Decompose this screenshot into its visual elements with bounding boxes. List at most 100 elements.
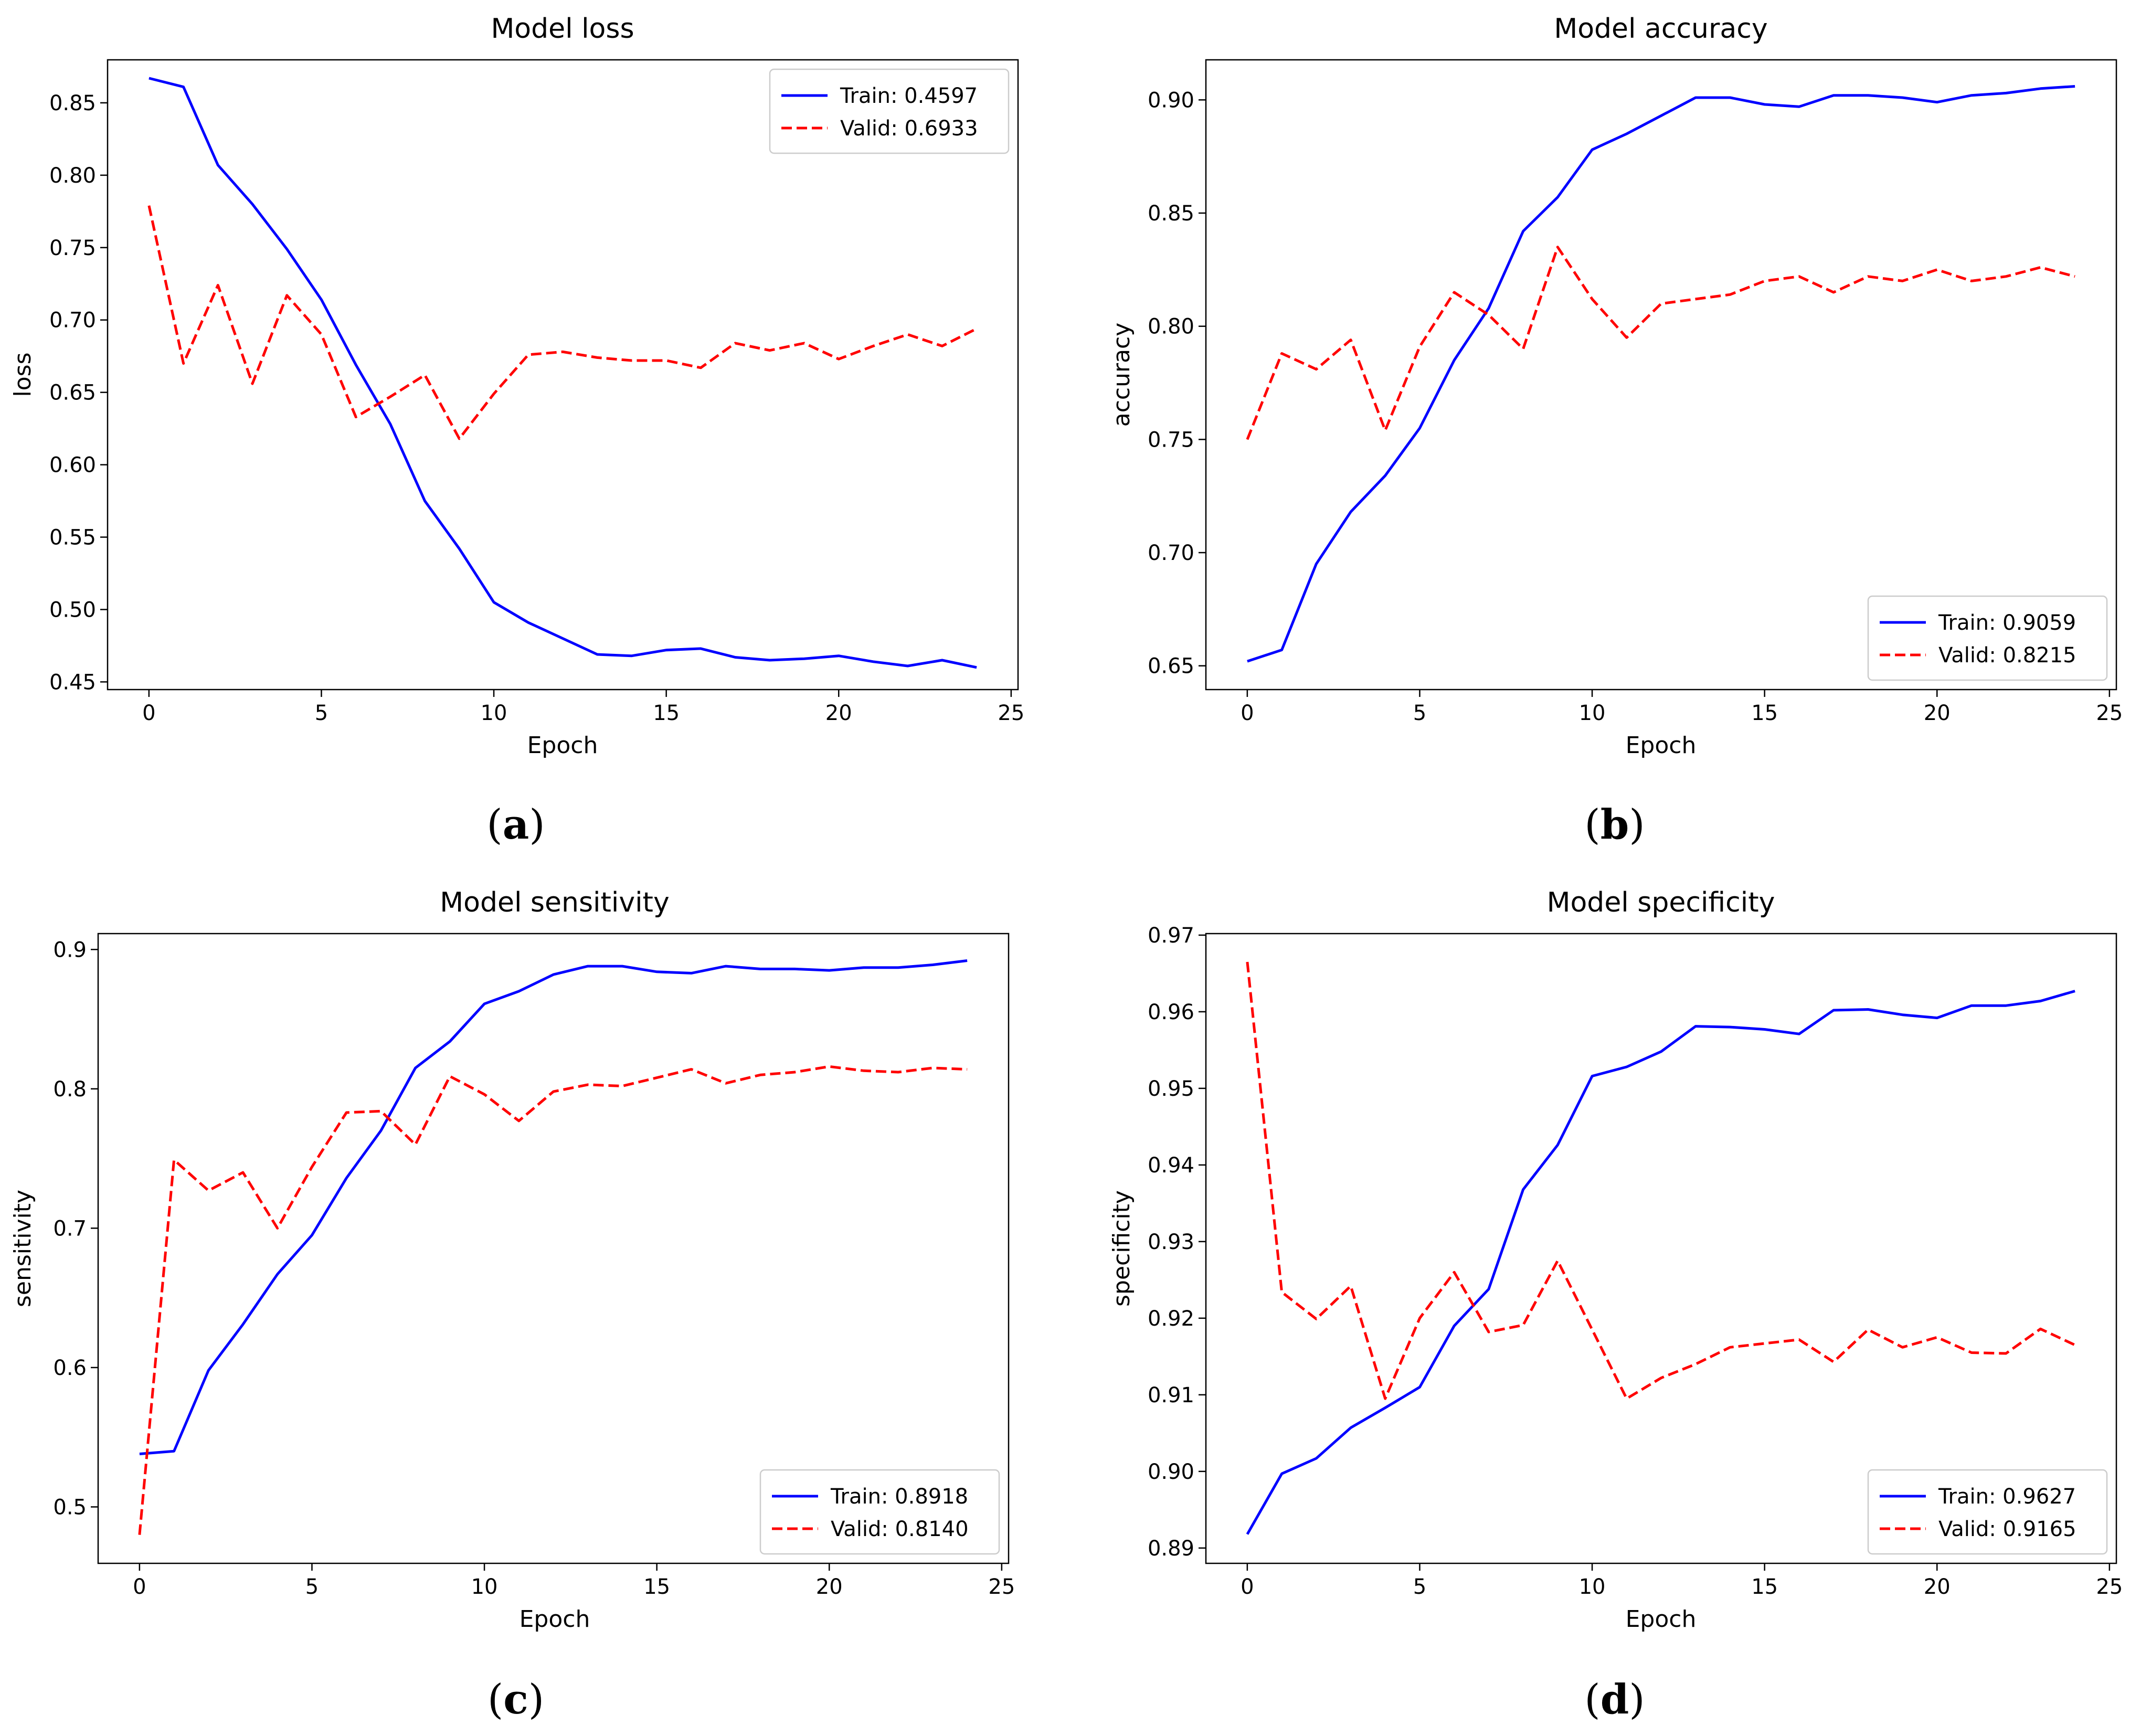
x-tick-label-a-1: 5 [315, 701, 328, 725]
series-line-c-train [139, 959, 968, 1455]
y-tick-label-a-8: 0.85 [49, 91, 96, 115]
y-tick-label-d-8: 0.97 [1148, 924, 1194, 948]
legend-d: Train: 0.9627 Valid: 0.9165 [1867, 1469, 2108, 1555]
y-tick-label-c-4: 0.9 [53, 938, 87, 962]
legend-b: Train: 0.9059 Valid: 0.8215 [1867, 595, 2108, 681]
legend-a: Train: 0.4597 Valid: 0.6933 [769, 68, 1010, 154]
chart-panel-b: Model accuracy 0 5 10 15 20 25 0.65 0.70 0.75 0.8… [1108, 13, 2123, 849]
legend-box-b [1867, 595, 2108, 681]
legend-c: Train: 0.8918 Valid: 0.8140 [759, 1469, 1000, 1555]
panel-letter-c: c [503, 1676, 528, 1723]
y-tick-label-a-4: 0.65 [49, 381, 96, 405]
x-tick-label-c-2: 10 [471, 1575, 498, 1599]
x-tick-label-a-5: 25 [998, 701, 1024, 725]
y-tick-label-a-5: 0.70 [49, 309, 96, 333]
y-tick-label-b-2: 0.75 [1148, 428, 1194, 452]
series-line-c-valid [138, 1065, 968, 1535]
panel-letter-b: b [1601, 801, 1629, 849]
y-tick-label-b-0: 0.65 [1148, 654, 1194, 679]
chart-marks-d: 0 5 10 15 20 25 0.89 0.90 0.91 0.92 0.93 0.94 0.95 0.… [1148, 924, 2123, 1599]
y-tick-label-a-3: 0.60 [49, 453, 96, 478]
y-tick-label-d-2: 0.91 [1148, 1383, 1194, 1407]
chart-marks-b: 0 5 10 15 20 25 0.65 0.70 0.75 0.80 0.85 0.90 [1148, 85, 2123, 725]
legend-label-c-train: Train: 0.8918 [830, 1485, 968, 1509]
x-tick-label-a-4: 20 [825, 701, 852, 725]
y-tick-label-d-3: 0.92 [1148, 1307, 1194, 1331]
chart-title-d: Model specificity [1547, 887, 1775, 918]
y-tick-label-d-0: 0.89 [1148, 1537, 1194, 1561]
x-tick-label-c-0: 0 [133, 1575, 146, 1599]
x-tick-label-d-4: 20 [1924, 1575, 1951, 1599]
x-tick-label-d-1: 5 [1413, 1575, 1426, 1599]
y-tick-label-a-7: 0.80 [49, 164, 96, 188]
y-tick-label-d-1: 0.90 [1148, 1460, 1194, 1484]
chart-title-b: Model accuracy [1554, 13, 1767, 45]
x-tick-label-d-3: 15 [1751, 1575, 1778, 1599]
y-tick-label-d-4: 0.93 [1148, 1230, 1194, 1254]
y-tick-label-d-5: 0.94 [1148, 1153, 1194, 1178]
x-tick-label-b-2: 10 [1579, 701, 1606, 725]
plot-c: 0 5 10 15 20 25 0.5 0.6 0.7 0.8 0.9 Train: 0.8918 V… [53, 933, 1015, 1599]
plot-b: 0 5 10 15 20 25 0.65 0.70 0.75 0.80 0.85 0.90 Train… [1148, 59, 2123, 725]
chart-title-c: Model sensitivity [440, 887, 669, 918]
plot-d: 0 5 10 15 20 25 0.89 0.90 0.91 0.92 0.93 0.94 0.95 0.… [1148, 924, 2123, 1599]
panel-label-b: (b) [1584, 801, 1645, 849]
series-line-b-train [1247, 85, 2075, 663]
y-tick-label-b-4: 0.85 [1148, 202, 1194, 226]
x-tick-label-c-3: 15 [643, 1575, 670, 1599]
y-tick-label-c-3: 0.8 [53, 1077, 87, 1102]
y-axis-label-a: loss [9, 353, 36, 397]
y-tick-label-b-5: 0.90 [1148, 88, 1194, 112]
legend-box-c [759, 1469, 1000, 1555]
legend-label-a-train: Train: 0.4597 [840, 84, 978, 108]
series-line-a-train [149, 77, 977, 669]
x-tick-label-d-5: 25 [2096, 1575, 2123, 1599]
y-axis-label-b: accuracy [1108, 323, 1135, 427]
plot-frame-a [107, 59, 1019, 691]
series-line-b-valid [1246, 246, 2075, 440]
plot-frame-d [1205, 933, 2117, 1564]
chart-marks-a: 0 5 10 15 20 25 0.45 0.50 0.55 0.60 0.65 0.70 0.75 0.… [49, 77, 1024, 725]
y-tick-label-b-1: 0.70 [1148, 541, 1194, 565]
chart-panel-c: Model sensitivity 0 5 10 15 20 25 0.5 0.6 0.7 0.8… [9, 887, 1015, 1723]
x-axis-label-a: Epoch [527, 732, 598, 759]
y-tick-label-c-0: 0.5 [53, 1495, 87, 1519]
y-tick-label-a-2: 0.55 [49, 526, 96, 550]
y-axis-label-c: sensitivity [9, 1190, 36, 1307]
x-axis-label-c: Epoch [520, 1606, 590, 1633]
chart-panel-a: Model loss 0 5 10 15 20 25 0.45 0.50 0.55 0.60 0.6… [9, 13, 1024, 849]
plot-frame-c [97, 933, 1010, 1564]
series-line-a-valid [147, 205, 978, 440]
y-tick-label-c-1: 0.6 [53, 1356, 87, 1380]
x-tick-label-b-3: 15 [1751, 701, 1778, 725]
legend-label-b-train: Train: 0.9059 [1938, 611, 2076, 635]
panel-letter-a: a [503, 801, 529, 849]
chart-panel-d: Model specificity 0 5 10 15 20 25 0.89 0.90 0.91… [1108, 887, 2123, 1723]
panel-label-d: (d) [1584, 1676, 1645, 1723]
y-tick-label-a-1: 0.50 [49, 598, 96, 622]
panel-label-a: (a) [486, 801, 545, 849]
x-tick-label-c-4: 20 [816, 1575, 843, 1599]
x-tick-label-a-0: 0 [142, 701, 155, 725]
legend-label-d-valid: Valid: 0.9165 [1938, 1517, 2076, 1541]
x-axis-label-b: Epoch [1626, 732, 1697, 759]
y-tick-label-b-3: 0.80 [1148, 315, 1194, 339]
x-tick-label-a-2: 10 [481, 701, 507, 725]
chart-title-a: Model loss [491, 13, 634, 45]
y-tick-label-c-2: 0.7 [53, 1216, 87, 1241]
x-tick-label-b-5: 25 [2096, 701, 2123, 725]
y-tick-label-d-7: 0.96 [1148, 1000, 1194, 1024]
legend-label-a-valid: Valid: 0.6933 [840, 117, 978, 141]
x-tick-label-b-0: 0 [1241, 701, 1254, 725]
plot-a: 0 5 10 15 20 25 0.45 0.50 0.55 0.60 0.65 0.70 0.75 0.… [49, 59, 1024, 725]
x-tick-label-b-1: 5 [1413, 701, 1426, 725]
x-tick-label-b-4: 20 [1924, 701, 1951, 725]
legend-label-b-valid: Valid: 0.8215 [1938, 643, 2076, 668]
x-axis-label-d: Epoch [1626, 1606, 1697, 1633]
legend-box-a [769, 68, 1010, 154]
x-tick-label-c-1: 5 [305, 1575, 319, 1599]
chart-marks-c: 0 5 10 15 20 25 0.5 0.6 0.7 0.8 0.9 [53, 938, 1015, 1599]
series-line-d-valid [1246, 961, 2076, 1400]
series-line-d-train [1246, 990, 2075, 1535]
